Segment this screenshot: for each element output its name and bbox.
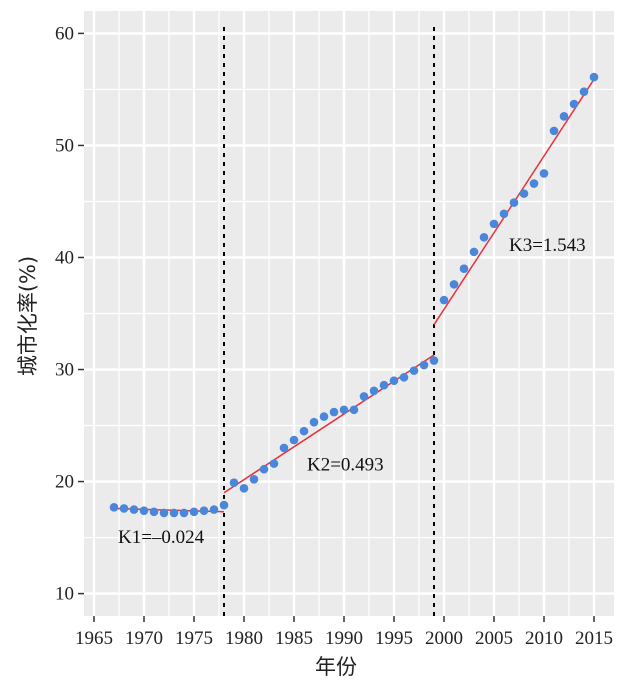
x-tick-label: 1970 (125, 628, 163, 649)
data-point (279, 443, 289, 453)
data-point (479, 233, 489, 242)
data-point (589, 72, 599, 82)
x-tick-label: 1975 (175, 628, 213, 649)
data-point (429, 356, 439, 365)
data-point (299, 426, 309, 436)
data-point (129, 505, 139, 514)
x-tick-label: 1980 (225, 628, 263, 649)
x-axis-title: 年份 (315, 655, 357, 679)
y-tick-label: 60 (55, 23, 74, 44)
x-tick-labels: 1965 1970 1975 1980 1985 1990 1995 2000 2005 2010… (75, 628, 613, 649)
data-point (519, 189, 529, 198)
x-tick-label: 1965 (75, 628, 113, 649)
slope-annotation: K3=1.543 (509, 235, 586, 256)
axes (78, 32, 595, 622)
y-axis-title: 城市化率(%) (16, 256, 40, 376)
x-tick-label: 2010 (525, 628, 563, 649)
data-point (269, 459, 279, 468)
data-point (139, 506, 149, 515)
data-points (109, 72, 599, 518)
x-tick-label: 2005 (475, 628, 513, 649)
y-tick-label: 40 (55, 247, 74, 268)
data-point (109, 503, 119, 512)
data-point (499, 209, 509, 219)
x-tick-label: 2000 (425, 628, 463, 649)
data-point (359, 392, 369, 401)
fit-line (223, 354, 435, 494)
data-point (549, 126, 559, 136)
x-tick-label: 1995 (375, 628, 413, 649)
data-point (179, 508, 189, 518)
y-tick-labels: 10 20 30 40 50 60 (55, 23, 74, 604)
data-point (469, 247, 479, 257)
data-point (369, 386, 379, 396)
slope-annotation: K2=0.493 (307, 454, 384, 475)
data-point (449, 280, 459, 289)
data-point (199, 506, 209, 515)
x-tick-label: 2015 (575, 628, 613, 649)
data-point (349, 405, 359, 415)
y-tick-label: 10 (55, 584, 74, 605)
slope-annotations: K1=–0.024 K2=0.493 K3=1.543 (118, 235, 586, 548)
data-point (509, 198, 519, 207)
data-point (339, 405, 349, 415)
data-point (529, 179, 539, 188)
data-point (459, 264, 469, 273)
data-point (209, 505, 219, 514)
data-point (409, 366, 419, 375)
y-tick-label: 50 (55, 135, 74, 156)
data-point (539, 169, 549, 178)
data-point (239, 483, 249, 493)
grid-major (84, 11, 614, 616)
data-point (259, 464, 269, 474)
data-point (309, 417, 319, 427)
data-point (289, 435, 299, 445)
grid-minor (84, 11, 614, 616)
data-point (559, 112, 569, 121)
data-point (329, 407, 339, 417)
data-point (389, 376, 399, 386)
data-point (579, 87, 589, 96)
data-point (219, 500, 229, 510)
data-point (169, 508, 179, 518)
data-point (249, 475, 259, 484)
data-point (379, 380, 389, 390)
x-tick-label: 1990 (325, 628, 363, 649)
x-tick-label: 1985 (275, 628, 313, 649)
data-point (569, 99, 579, 109)
y-tick-label: 20 (55, 472, 74, 493)
data-point (439, 295, 449, 305)
data-point (489, 219, 499, 229)
data-point (159, 508, 169, 518)
data-point (399, 373, 409, 382)
slope-annotation: K1=–0.024 (118, 527, 205, 548)
data-point (319, 412, 329, 421)
y-tick-label: 30 (55, 360, 74, 381)
data-point (419, 360, 429, 370)
data-point (229, 478, 239, 487)
data-point (119, 504, 129, 513)
data-point (189, 507, 199, 517)
data-point (149, 507, 159, 517)
